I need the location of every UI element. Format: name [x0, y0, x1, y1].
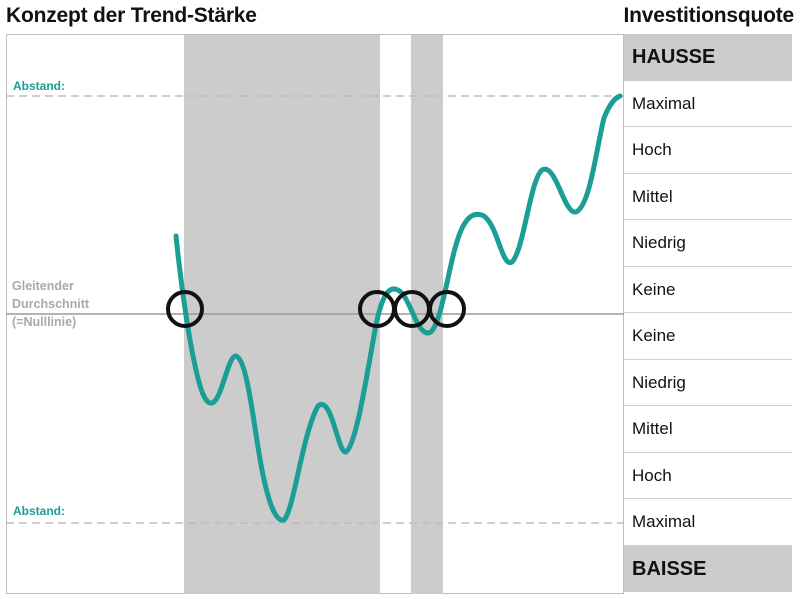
scale-upper-maximal: Maximal [624, 80, 792, 127]
abstand-label-top: Abstand: [13, 79, 65, 93]
scale-lower-niedrig: Niedrig [624, 359, 792, 406]
moving-average-label: Gleitender Durchschnitt (=Nulllinie) [12, 277, 132, 331]
scale-lower-maximal: Maximal [624, 499, 792, 546]
trend-curve [173, 93, 623, 523]
scale-lower-keine: Keine [624, 313, 792, 360]
abstand-label-bottom: Abstand: [13, 504, 65, 518]
scale-lower-hoch: Hoch [624, 452, 792, 499]
diagram-title: Konzept der Trend-Stärke [6, 4, 257, 27]
moving-average-label-line-2: Durchschnitt [12, 297, 90, 311]
scale-upper-mittel: Mittel [624, 173, 792, 220]
scale-upper-keine: Keine [624, 266, 792, 313]
investment-quota-scale: HAUSSE Maximal Hoch Mittel Niedrig Keine… [624, 34, 792, 592]
hausse-header: HAUSSE [624, 34, 792, 81]
scale-upper-hoch: Hoch [624, 127, 792, 174]
scale-lower-mittel: Mittel [624, 406, 792, 453]
moving-average-label-line-3: (=Nulllinie) [12, 315, 77, 329]
crossover-marker-1 [166, 290, 204, 328]
moving-average-label-line-1: Gleitender [12, 279, 74, 293]
scale-title: Investitionsquote [623, 4, 795, 27]
baisse-footer: BAISSE [624, 545, 792, 592]
scale-upper-niedrig: Niedrig [624, 220, 792, 267]
crossover-marker-4 [428, 290, 466, 328]
